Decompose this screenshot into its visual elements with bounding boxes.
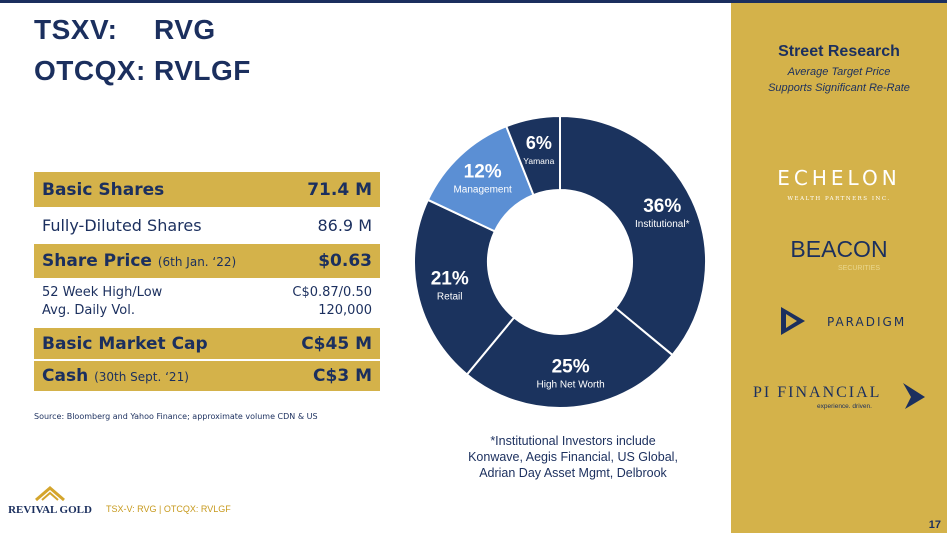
metric-value: 71.4 M [271, 172, 380, 207]
source-note: Source: Bloomberg and Yahoo Finance; app… [34, 412, 318, 421]
metric-label: Cash [42, 366, 89, 386]
street-research-panel: Street Research Average Target Price Sup… [731, 3, 947, 533]
slice-percent-label: 21% [431, 269, 469, 290]
exchange-label: OTCQX: [34, 55, 146, 86]
donut-slice-retail [413, 198, 516, 376]
panel-subtitle: Supports Significant Re-Rate [768, 82, 910, 94]
metrics-table: Basic Shares 71.4 M Fully-Diluted Shares… [34, 172, 380, 391]
echelon-logo: ECHELON WEALTH PARTNERS INC. [777, 166, 900, 202]
firm-tag: SECURITIES [838, 265, 880, 272]
slice-percent-label: 36% [643, 196, 681, 217]
ticker-otcqx: OTCQX: RVLGF [34, 55, 251, 87]
firm-name: BEACON [790, 236, 887, 262]
metric-label: 52 Week High/Low [42, 285, 163, 300]
slice-percent-label: 6% [526, 133, 552, 153]
pi-financial-logo: PI FINANCIAL experience. driven. [753, 383, 925, 410]
donut-slice-highnetworth [465, 306, 674, 409]
row-52-week: 52 Week High/Low C$0.87/0.50 [34, 278, 380, 302]
metric-value: C$0.87/0.50 [292, 285, 372, 300]
ownership-donut-chart: 36% Institutional* 25% High Net Worth 21% Ret… [413, 114, 707, 409]
note-line: Konwave, Aegis Financial, US Global, [468, 450, 678, 464]
metric-label: Fully-Diluted Shares [42, 216, 202, 235]
row-market-cap: Basic Market Cap C$45 M [34, 328, 380, 360]
row-basic-shares: Basic Shares 71.4 M [34, 172, 380, 207]
donut-slice-yamana [504, 114, 561, 197]
slice-category-label: Retail [437, 292, 463, 303]
donut-slice-institutional [559, 114, 707, 357]
row-share-price: Share Price (6th Jan. ‘22) $0.63 [34, 244, 380, 278]
firm-tag: experience. driven. [817, 403, 872, 410]
metric-note: (6th Jan. ‘22) [157, 255, 237, 269]
footer-tickers: TSX-V: RVG | OTCQX: RVLGF [106, 504, 231, 514]
symbol-label: RVG [154, 14, 216, 45]
firm-tag: WEALTH PARTNERS INC. [787, 196, 890, 202]
metric-label: Basic Market Cap [34, 328, 272, 360]
note-line: *Institutional Investors include [490, 434, 656, 448]
revival-gold-logo: REVIVAL GOLD [8, 486, 92, 516]
paradigm-logo: PARADIGM [781, 307, 906, 335]
slice-category-label: Yamana [523, 156, 554, 166]
panel-subtitle: Average Target Price [787, 66, 891, 78]
slice-category-label: High Net Worth [537, 379, 605, 390]
metric-value: 86.9 M [317, 216, 372, 235]
symbol-label: RVLGF [154, 55, 251, 86]
pi-financial-mark-icon [903, 383, 925, 409]
metric-value: 120,000 [318, 303, 372, 318]
metric-label: Basic Shares [34, 172, 272, 207]
top-rule [0, 0, 947, 3]
beacon-logo: BEACON SECURITIES [790, 236, 887, 272]
note-line: Adrian Day Asset Mgmt, Delbrook [479, 466, 667, 480]
row-avg-vol: Avg. Daily Vol. 120,000 [34, 302, 380, 328]
ticker-tsxv: TSXV: RVG [34, 14, 216, 46]
row-cash: Cash (30th Sept. ‘21) C$3 M [34, 359, 380, 391]
slice-category-label: Management [453, 185, 512, 196]
logo-text: REVIVAL GOLD [8, 504, 92, 516]
firm-name: PI FINANCIAL [753, 384, 881, 401]
institutional-note: *Institutional Investors include Konwave… [455, 433, 691, 481]
firm-name: PARADIGM [827, 315, 906, 329]
slice-percent-label: 12% [464, 162, 502, 183]
metric-value: C$45 M [271, 328, 380, 360]
firm-name: ECHELON [777, 166, 900, 190]
metric-label: Share Price [42, 251, 152, 271]
panel-heading: Street Research [778, 43, 900, 60]
metric-value: $0.63 [271, 244, 380, 278]
exchange-label: TSXV: [34, 14, 118, 45]
metric-note: (30th Sept. ‘21) [94, 370, 189, 384]
slice-percent-label: 25% [552, 356, 590, 377]
metric-label: Avg. Daily Vol. [42, 303, 135, 318]
row-fully-diluted: Fully-Diluted Shares 86.9 M [34, 207, 380, 244]
slice-category-label: Institutional* [635, 219, 690, 230]
page-number: 17 [928, 519, 941, 531]
metric-value: C$3 M [271, 359, 380, 391]
